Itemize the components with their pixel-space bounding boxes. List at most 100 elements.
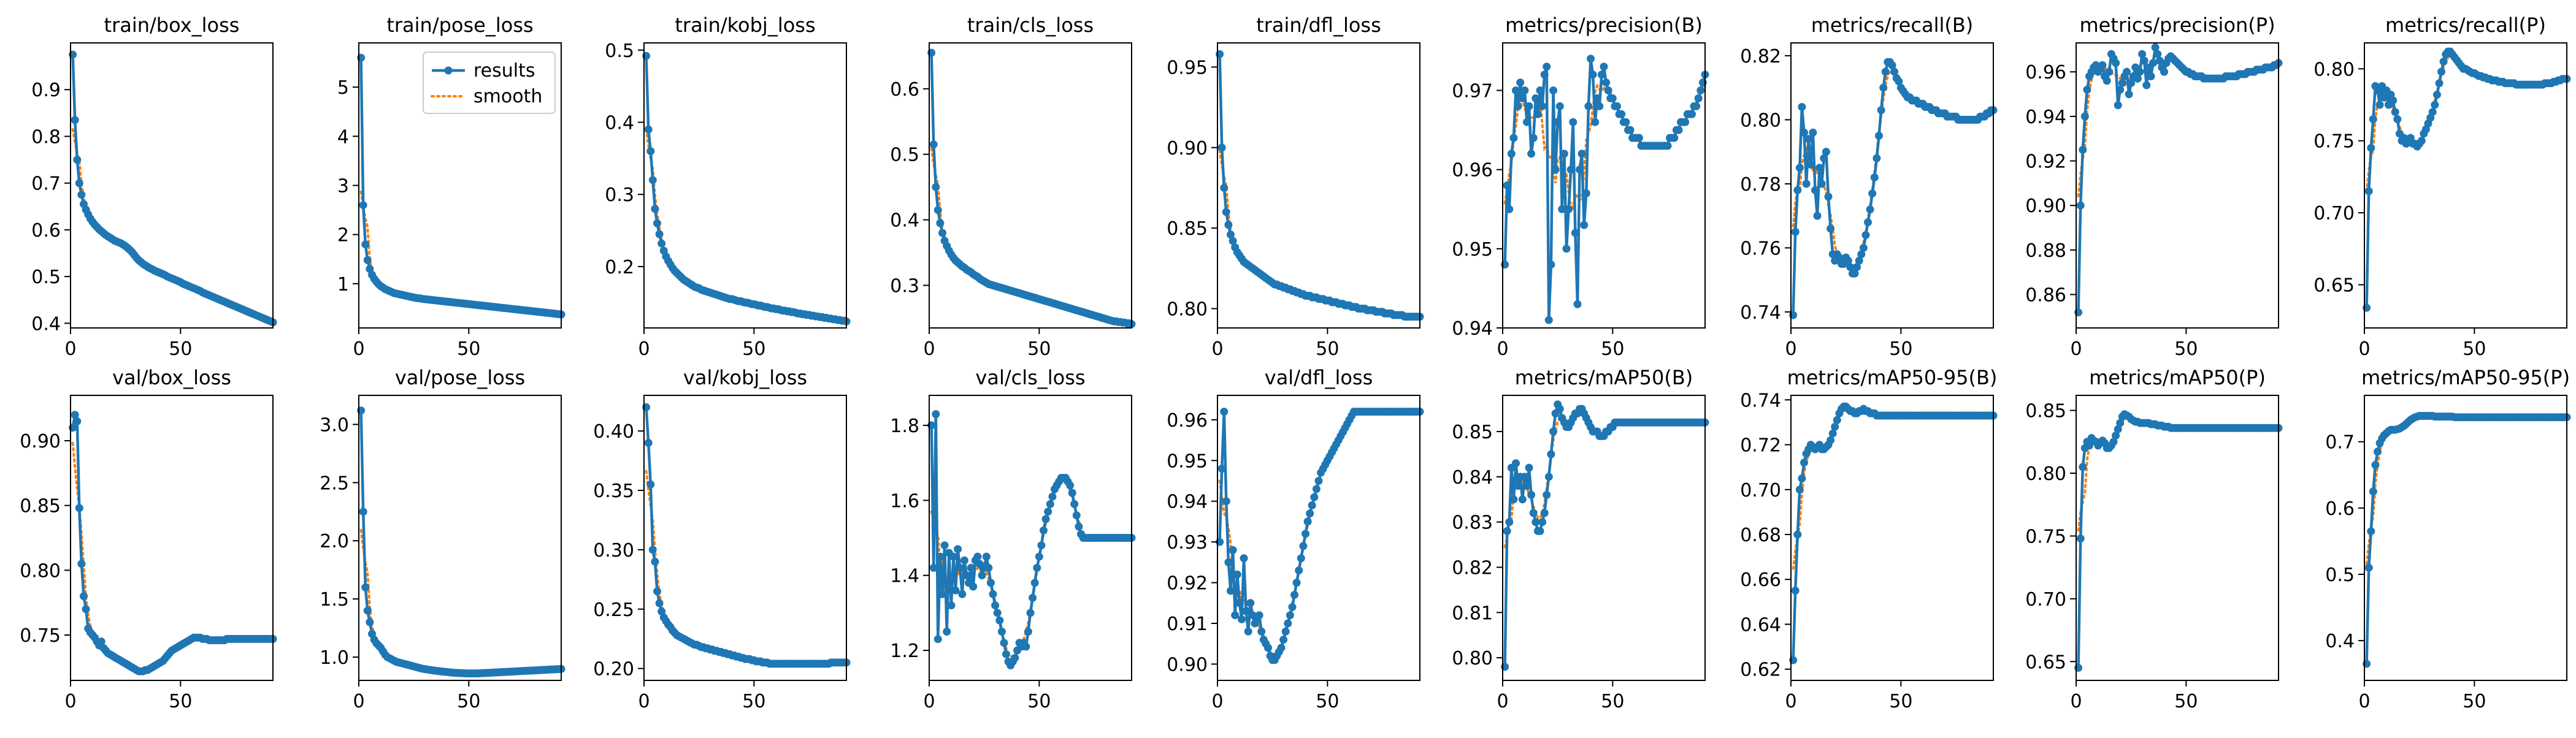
results-point bbox=[2417, 137, 2426, 145]
results-point bbox=[989, 590, 997, 598]
results-point bbox=[1582, 189, 1590, 197]
results-point bbox=[984, 563, 993, 572]
results-point bbox=[933, 635, 942, 644]
x-tick-label: 0 bbox=[1497, 338, 1508, 360]
results-point bbox=[1827, 436, 1835, 444]
y-tick-label: 0.93 bbox=[1167, 532, 1208, 554]
results-point bbox=[1026, 609, 1035, 617]
y-tick-label: 0.70 bbox=[2313, 203, 2355, 224]
y-tick-label: 0.3 bbox=[605, 184, 634, 206]
results-point bbox=[2375, 101, 2384, 109]
results-point bbox=[2079, 145, 2087, 154]
x-tick-label: 0 bbox=[353, 691, 364, 712]
results-point bbox=[1512, 86, 1520, 94]
results-point bbox=[1551, 165, 1560, 174]
results-point bbox=[1881, 67, 1890, 76]
axes-frame bbox=[2076, 395, 2279, 681]
subplot-15: metrics/mAP50-95(B) 0 50 0.62 0.64 0.66 0.68 0.… bbox=[1740, 366, 1998, 712]
results-point bbox=[1622, 118, 1630, 126]
y-tick-label: 0.94 bbox=[1452, 318, 1493, 340]
results-point bbox=[657, 239, 666, 248]
results-point bbox=[1072, 511, 1081, 520]
results-point bbox=[2439, 58, 2448, 66]
y-tick-label: 1.4 bbox=[890, 566, 919, 587]
legend-results-label: results bbox=[473, 60, 535, 82]
y-tick-label: 0.70 bbox=[1740, 480, 1781, 501]
results-point bbox=[1846, 263, 1855, 272]
smooth-series-line bbox=[2365, 55, 2568, 193]
results-point bbox=[1544, 473, 1553, 481]
results-point bbox=[1536, 527, 1544, 535]
y-tick-label: 0.25 bbox=[593, 599, 634, 621]
results-point bbox=[2109, 438, 2118, 446]
results-point bbox=[1820, 154, 1828, 162]
results-point bbox=[1235, 599, 1244, 607]
results-point bbox=[1613, 102, 1621, 110]
subplot-4: train/dfl_loss 0 50 0.80 0.85 0.90 0.95 bbox=[1167, 13, 1424, 360]
y-tick-label: 0.5 bbox=[31, 267, 61, 288]
axes-frame bbox=[1790, 42, 1994, 329]
x-tick-label: 50 bbox=[1601, 338, 1624, 360]
y-tick-label: 2.5 bbox=[320, 473, 349, 494]
results-point bbox=[2105, 67, 2114, 76]
results-point bbox=[2125, 90, 2133, 99]
results-point bbox=[1048, 492, 1057, 501]
axes-frame bbox=[643, 42, 847, 329]
results-point bbox=[1597, 70, 1606, 79]
results-point bbox=[1692, 102, 1701, 110]
results-point bbox=[1866, 205, 1874, 214]
y-tick-label: 0.95 bbox=[1452, 239, 1493, 261]
results-point bbox=[1694, 94, 1703, 102]
results-point bbox=[644, 125, 653, 134]
results-point bbox=[2076, 201, 2085, 210]
results-point bbox=[1525, 102, 1533, 110]
x-tick-label: 0 bbox=[64, 691, 76, 712]
results-point bbox=[1255, 611, 1263, 620]
y-tick-label: 3.0 bbox=[320, 414, 349, 436]
results-point bbox=[997, 628, 1006, 636]
results-point bbox=[1688, 110, 1696, 118]
results-point bbox=[1220, 408, 1229, 416]
results-point bbox=[1802, 180, 1811, 188]
results-point bbox=[2112, 59, 2120, 67]
results-point bbox=[1286, 611, 1294, 620]
y-tick-label: 1.8 bbox=[890, 416, 919, 437]
y-tick-label: 0.3 bbox=[890, 276, 919, 297]
results-point bbox=[2428, 108, 2437, 116]
results-point bbox=[1555, 102, 1564, 110]
results-series-line bbox=[1218, 54, 1420, 318]
results-point bbox=[1536, 86, 1544, 94]
results-point bbox=[1890, 67, 1899, 76]
results-point bbox=[2118, 78, 2126, 87]
results-point bbox=[1888, 61, 1896, 70]
results-point bbox=[1231, 611, 1240, 620]
results-point bbox=[2369, 115, 2377, 123]
results-point bbox=[651, 205, 659, 213]
results-point bbox=[1220, 183, 1229, 192]
results-series-line bbox=[2365, 414, 2567, 664]
results-point bbox=[1562, 245, 1571, 253]
results-point bbox=[1554, 118, 1562, 126]
results-point bbox=[2380, 93, 2388, 102]
results-point bbox=[1279, 636, 1288, 644]
y-tick-label: 0.68 bbox=[1740, 525, 1781, 546]
results-point bbox=[1547, 261, 1555, 269]
results-point bbox=[1222, 208, 1230, 216]
results-point bbox=[2435, 79, 2444, 88]
subplot-title: val/box_loss bbox=[112, 366, 231, 389]
y-tick-label: 0.94 bbox=[1167, 492, 1208, 513]
results-point bbox=[1040, 526, 1048, 534]
results-point bbox=[77, 191, 86, 199]
results-point bbox=[1033, 563, 1041, 572]
results-point bbox=[2369, 487, 2377, 496]
subplot-16: metrics/mAP50(P) 0 50 0.65 0.70 0.75 0.80 0.85 bbox=[2025, 366, 2283, 712]
results-point bbox=[1560, 150, 1568, 158]
results-point bbox=[363, 256, 372, 264]
y-tick-label: 0.95 bbox=[1167, 451, 1208, 472]
results-point bbox=[991, 601, 1000, 610]
results-series-line bbox=[1218, 410, 1420, 662]
y-tick-label: 0.75 bbox=[20, 625, 61, 647]
results-point bbox=[1264, 644, 1272, 652]
results-point bbox=[1503, 527, 1511, 535]
results-point bbox=[932, 410, 940, 419]
